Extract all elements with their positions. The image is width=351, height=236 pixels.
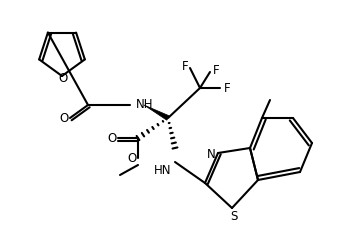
- Text: F: F: [213, 64, 219, 77]
- Polygon shape: [144, 105, 169, 120]
- Text: O: O: [59, 111, 69, 125]
- Text: O: O: [127, 152, 137, 165]
- Text: S: S: [230, 211, 238, 223]
- Text: O: O: [107, 131, 117, 144]
- Text: HN: HN: [154, 164, 172, 177]
- Text: F: F: [182, 60, 188, 73]
- Text: O: O: [58, 72, 68, 84]
- Text: NH: NH: [136, 98, 153, 111]
- Text: N: N: [207, 148, 216, 161]
- Text: F: F: [224, 83, 230, 96]
